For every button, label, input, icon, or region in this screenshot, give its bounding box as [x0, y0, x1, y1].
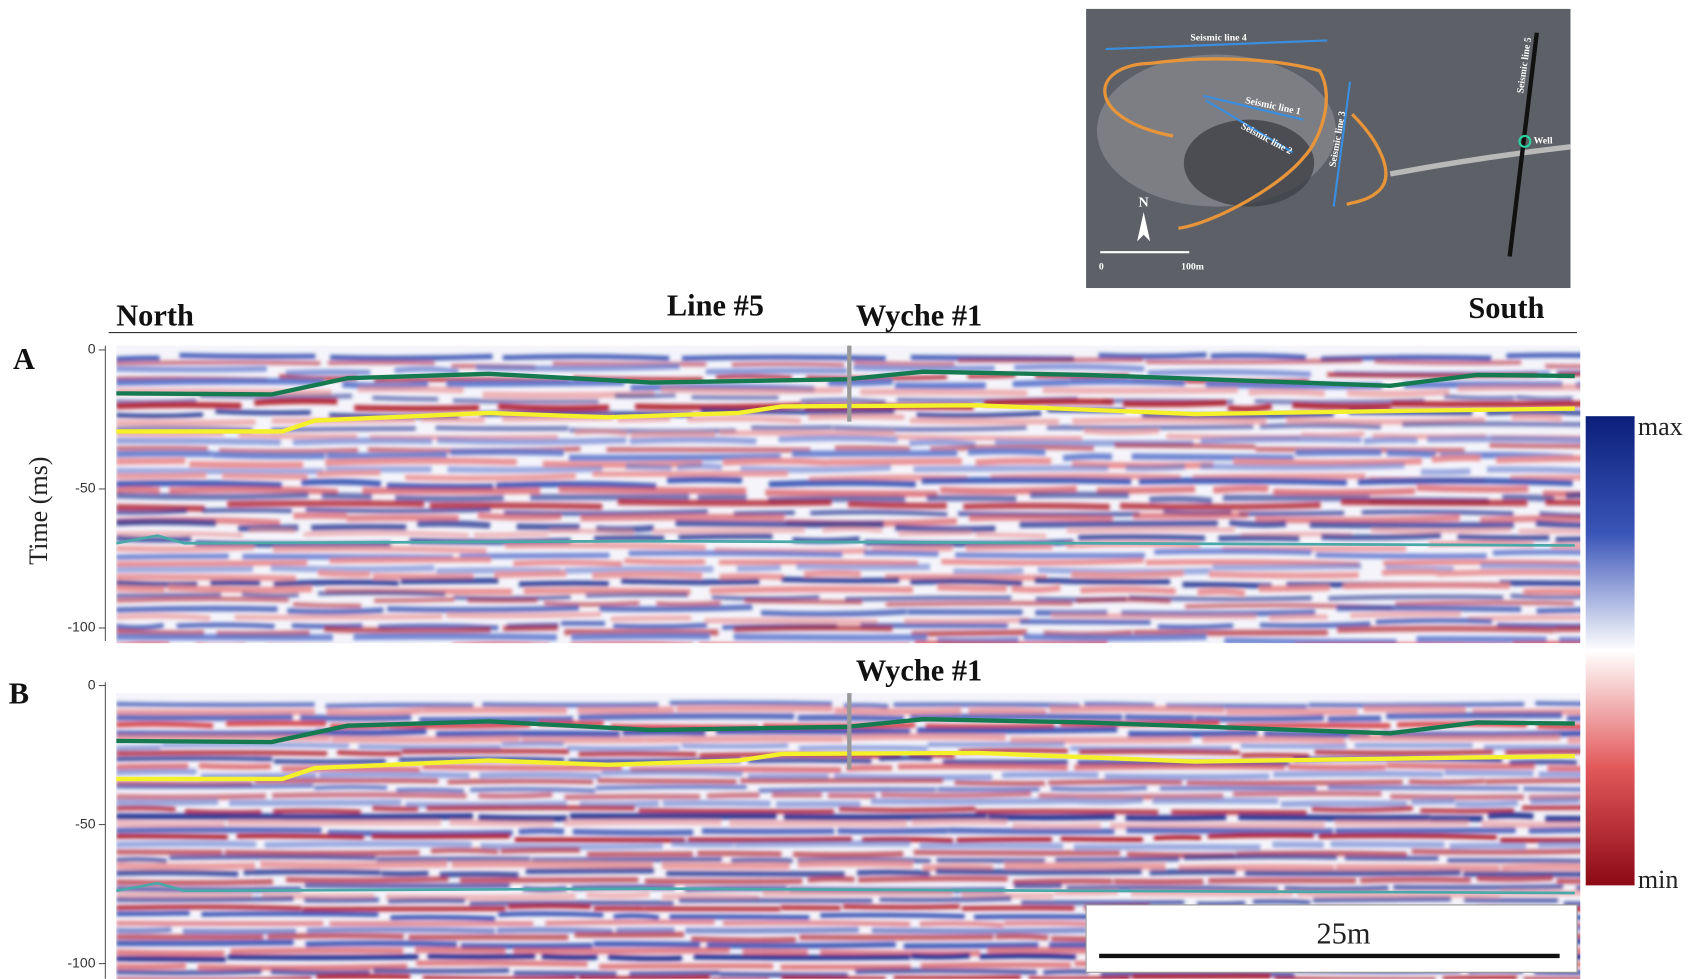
y-tick-label: -100 — [67, 954, 95, 970]
colorbar-max: max — [1638, 412, 1683, 441]
reflector — [116, 643, 1631, 650]
page: {"header": {"left": "North", "line": "Li… — [0, 0, 1703, 979]
reflector — [116, 830, 1681, 834]
reflector — [116, 871, 1674, 875]
site-map: Seismic line 4 Seismic line 1 Seismic li… — [1086, 9, 1570, 288]
reflector — [116, 815, 1703, 819]
y-tick-label: -100 — [67, 619, 95, 635]
y-tick-label: 0 — [88, 341, 96, 357]
colorbar-min: min — [1638, 865, 1679, 894]
header-right: South — [1468, 291, 1544, 325]
panel-label: B — [9, 676, 29, 710]
map-scale-label: 100m — [1181, 262, 1204, 273]
y-tick-label: -50 — [75, 480, 96, 496]
map-label: Well — [1534, 136, 1553, 147]
map-north: N — [1139, 195, 1149, 211]
y-tick-label: 0 — [88, 676, 96, 692]
colorbar — [1586, 416, 1635, 885]
map-label: Seismic line 4 — [1190, 32, 1247, 43]
y-tick-label: -50 — [75, 815, 96, 831]
header-well: Wyche #1 — [856, 298, 982, 332]
header-line: Line #5 — [667, 289, 764, 323]
reflector — [116, 878, 1602, 883]
figure: Seismic line 4 Seismic line 1 Seismic li… — [0, 0, 1703, 979]
header-left: North — [116, 298, 194, 332]
scale-label: 25m — [1316, 916, 1370, 950]
reflector — [116, 793, 1620, 797]
seismic-section — [116, 337, 1703, 650]
axis-label: Time (ms) — [24, 457, 53, 565]
map-scale-label: 0 — [1099, 262, 1104, 273]
panel-label: A — [13, 342, 35, 376]
panel-well: Wyche #1 — [856, 654, 982, 688]
